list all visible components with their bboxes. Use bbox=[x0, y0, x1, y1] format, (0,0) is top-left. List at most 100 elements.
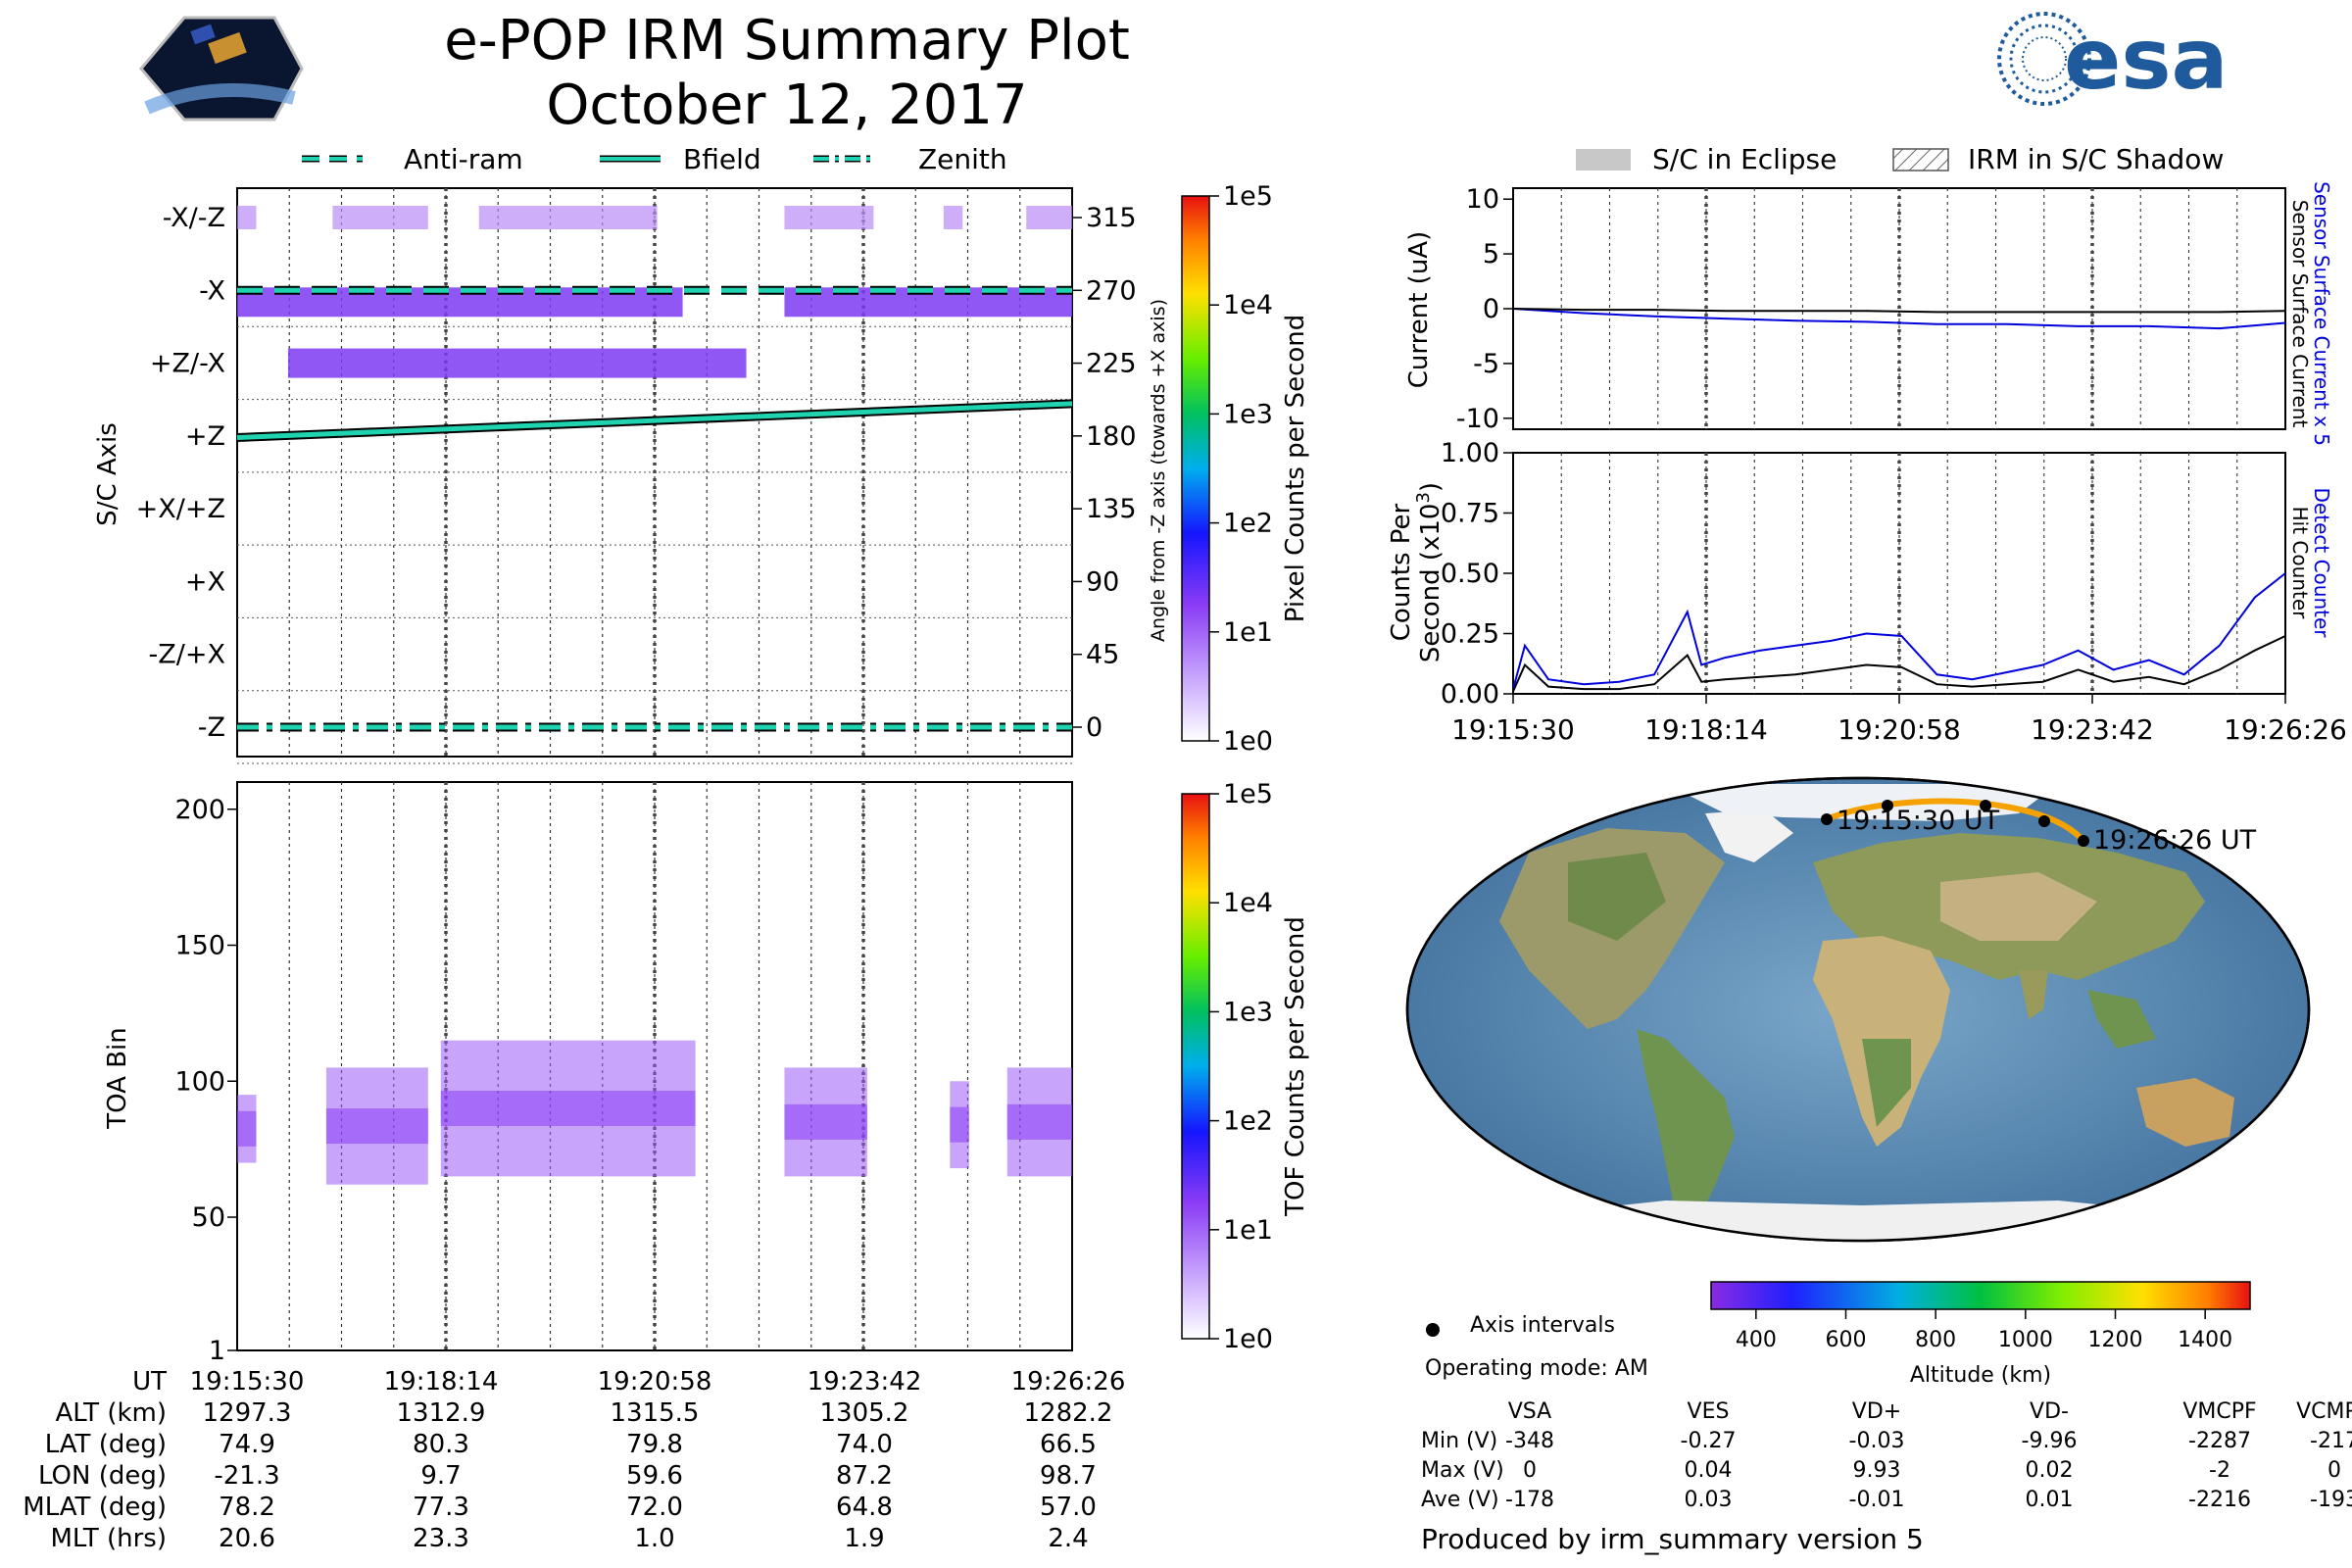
current-tick-label: 10 bbox=[1466, 184, 1499, 215]
right-legend: S/C in Eclipse IRM in S/C Shadow bbox=[1576, 143, 2224, 175]
voltage-cell: -0.03 bbox=[1848, 1429, 1905, 1453]
activity-band bbox=[784, 206, 874, 229]
orbit-row: LON (deg) -21.3 9.7 59.6 87.2 98.7 bbox=[0, 1460, 1176, 1492]
voltage-cell: -2216 bbox=[2188, 1488, 2251, 1512]
orbit-cell: 19:20:58 bbox=[597, 1367, 712, 1396]
voltage-header: VCMPB bbox=[2296, 1399, 2352, 1424]
page-title: e-POP IRM Summary Plot bbox=[444, 9, 1130, 73]
logo-caption: CASSIOPE bbox=[233, 122, 277, 132]
toa-tick-label: 50 bbox=[192, 1202, 225, 1233]
voltage-cell: 0.02 bbox=[2025, 1458, 2074, 1483]
activity-band bbox=[332, 206, 428, 229]
cassiope-logo: CASSIOPE bbox=[139, 16, 304, 132]
colorbar-tick-label: 1e2 bbox=[1223, 509, 1273, 539]
orbit-cell: 77.3 bbox=[413, 1493, 469, 1522]
orbit-cell: 19:15:30 bbox=[189, 1367, 305, 1396]
voltage-cell: -217 bbox=[2310, 1429, 2352, 1453]
voltage-cell: -2287 bbox=[2188, 1429, 2251, 1453]
pixel-panel: -X/-Z 315 -X 270 +Z/-X 225 +Z 180 +X/+Z 135 +X 90 -Z… bbox=[93, 187, 1169, 764]
toa-tick-label: 1 bbox=[209, 1336, 225, 1366]
orbit-cell: 20.6 bbox=[219, 1524, 275, 1553]
orbit-cell: 79.8 bbox=[626, 1430, 683, 1459]
counts-tick-label: 1.00 bbox=[1441, 438, 1499, 468]
axis-category-label: +X/+Z bbox=[136, 494, 225, 524]
colorbar-tick-label: 1e4 bbox=[1223, 888, 1273, 918]
voltage-header: VMCPF bbox=[2182, 1399, 2257, 1424]
voltage-cell: 9.93 bbox=[1852, 1458, 1901, 1483]
orbit-cell: 72.0 bbox=[626, 1493, 683, 1522]
axis-category-label: +Z bbox=[185, 421, 225, 452]
axis-category-label: -X/-Z bbox=[163, 203, 225, 233]
axis-interval-dot bbox=[1821, 813, 1833, 825]
operating-mode: Operating mode: AM bbox=[1425, 1356, 1648, 1381]
orbit-cell: 87.2 bbox=[836, 1461, 893, 1491]
activity-band bbox=[478, 206, 658, 229]
orbit-cell: 19:18:14 bbox=[383, 1367, 499, 1396]
axis-interval-dot bbox=[1980, 800, 1991, 811]
orbit-row: ALT (km) 1297.3 1312.9 1315.5 1305.2 128… bbox=[0, 1397, 1176, 1429]
counts-tick-label: 0.50 bbox=[1441, 559, 1499, 589]
activity-band bbox=[237, 206, 257, 229]
current-series-line bbox=[1512, 308, 2286, 314]
current-tick-label: -10 bbox=[1456, 404, 1499, 434]
world-map: 19:15:30 UT 19:26:26 UT bbox=[1405, 776, 2311, 1243]
counts-right-label-black: Hit Counter bbox=[2288, 507, 2312, 619]
voltage-cell: -0.27 bbox=[1680, 1429, 1737, 1453]
altitude-tick-label: 1000 bbox=[1998, 1328, 2053, 1352]
orbit-cell: 78.2 bbox=[219, 1493, 275, 1522]
activity-band bbox=[287, 348, 747, 378]
altitude-colorbar: 400 600 800 1000 1200 1400 Altitude (km) bbox=[1710, 1281, 2251, 1388]
toa-tick-label: 200 bbox=[174, 795, 225, 825]
orbit-row-label: ALT (km) bbox=[55, 1398, 167, 1428]
map-end-label: 19:26:26 UT bbox=[2093, 825, 2257, 856]
current-tick-label: -5 bbox=[1473, 349, 1499, 379]
voltage-cell: -2 bbox=[2209, 1458, 2230, 1483]
counts-ylabel-1: Counts Per bbox=[1387, 503, 1416, 641]
axis-category-label: -X bbox=[199, 275, 225, 306]
tof-colorbar: 1e0 1e1 1e2 1e3 1e4 1e5 TOF Counts per Second bbox=[1181, 779, 1310, 1354]
voltage-row-label: Max (V) bbox=[1421, 1458, 1504, 1483]
orbit-cell: 1305.2 bbox=[819, 1398, 909, 1428]
angle-tick-label: 45 bbox=[1086, 640, 1119, 670]
tof-colorbar-label: TOF Counts per Second bbox=[1281, 916, 1310, 1217]
voltage-header: VSA bbox=[1507, 1399, 1552, 1424]
angle-tick-label: 270 bbox=[1086, 275, 1137, 306]
voltage-cell: 0.04 bbox=[1684, 1458, 1733, 1483]
orbit-cell: 23.3 bbox=[413, 1524, 469, 1553]
tof-activity-core bbox=[237, 1110, 257, 1147]
voltage-row-label: Ave (V) bbox=[1421, 1488, 1499, 1512]
orbit-table: UT 19:15:30 19:18:14 19:20:58 19:23:42 1… bbox=[0, 1366, 1176, 1562]
current-right-label-blue: Sensor Surface Current x 5 bbox=[2310, 181, 2333, 446]
pixel-right-ylabel: Angle from -Z axis (towards +X axis) bbox=[1148, 299, 1169, 642]
current-right-label-black: Sensor Surface Current bbox=[2288, 200, 2312, 428]
pixel-colorbar-label: Pixel Counts per Second bbox=[1281, 315, 1310, 623]
esa-logo: esa bbox=[1997, 11, 2229, 109]
orbit-row-label: MLT (hrs) bbox=[50, 1524, 168, 1553]
orbit-row: LAT (deg) 74.9 80.3 79.8 74.0 66.5 bbox=[0, 1429, 1176, 1460]
counts-ylabel-2: Second (x103) bbox=[1413, 482, 1446, 662]
voltage-cell: 0 bbox=[1523, 1458, 1537, 1483]
voltage-row-label: Min (V) bbox=[1421, 1429, 1498, 1453]
axis-interval-legend-dot bbox=[1426, 1323, 1440, 1337]
toa-tick-label: 150 bbox=[174, 931, 225, 961]
orbit-cell: 80.3 bbox=[413, 1430, 469, 1459]
toa-tick-label: 100 bbox=[174, 1066, 225, 1097]
footer-credit: Produced by irm_summary version 5 bbox=[1421, 1523, 1924, 1555]
tof-activity-core bbox=[1006, 1103, 1072, 1140]
axis-category-label: -Z bbox=[198, 712, 225, 743]
orbit-cell: 19:26:26 bbox=[1010, 1367, 1126, 1396]
time-tick-label: 19:23:42 bbox=[2031, 713, 2154, 746]
time-tick-label: 19:15:30 bbox=[1451, 713, 1575, 746]
altitude-tick-label: 1400 bbox=[2178, 1328, 2232, 1352]
altitude-tick-label: 800 bbox=[1915, 1328, 1956, 1352]
orbit-row-label: LAT (deg) bbox=[44, 1430, 167, 1459]
axis-intervals-label: Axis intervals bbox=[1470, 1313, 1615, 1338]
voltage-cell: -0.01 bbox=[1848, 1488, 1905, 1512]
counts-series-line bbox=[1512, 572, 2286, 690]
counts-tick-label: 0.75 bbox=[1441, 499, 1499, 529]
voltage-cell: -348 bbox=[1505, 1429, 1554, 1453]
pixel-colorbar: 1e0 1e1 1e2 1e3 1e4 1e5 Pixel Counts per Seco… bbox=[1181, 181, 1310, 757]
colorbar-tick-label: 1e0 bbox=[1223, 1324, 1273, 1354]
